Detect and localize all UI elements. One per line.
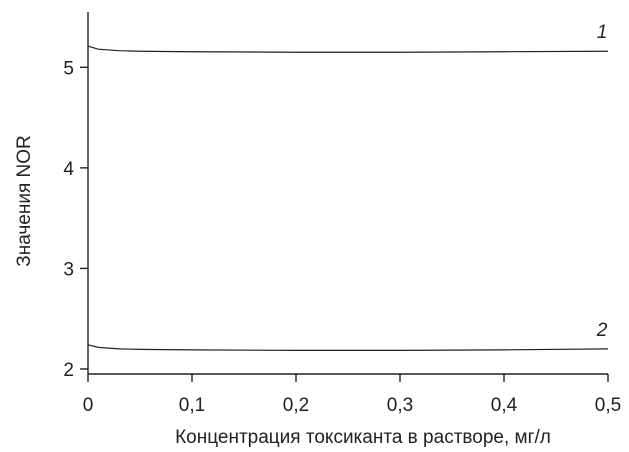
series-lines: 12: [87, 22, 609, 351]
y-tick-label: 2: [63, 360, 74, 381]
y-tick-label: 5: [63, 58, 74, 79]
x-tick-label: 0,5: [595, 395, 621, 416]
x-tick-label: 0,3: [387, 395, 413, 416]
x-tick-label: 0,4: [491, 395, 518, 416]
x-tick-label: 0: [83, 395, 94, 416]
y-axis-ticks: 2 3 4 5: [63, 58, 88, 381]
x-axis-ticks: 0 0,1 0,2 0,3 0,4 0,5: [83, 374, 621, 416]
series-line-1: [87, 45, 609, 53]
series-line-2: [87, 344, 609, 351]
y-tick-label: 4: [63, 159, 74, 180]
x-axis-title: Концентрация токсиканта в растворе, мг/л: [175, 427, 551, 448]
series-label-2: 2: [596, 320, 608, 341]
y-tick-label: 3: [63, 259, 74, 280]
x-tick-label: 0,2: [283, 395, 309, 416]
x-tick-label: 0,1: [179, 395, 205, 416]
y-axis-title: Значения NOR: [14, 135, 35, 266]
series-label-1: 1: [597, 22, 608, 43]
